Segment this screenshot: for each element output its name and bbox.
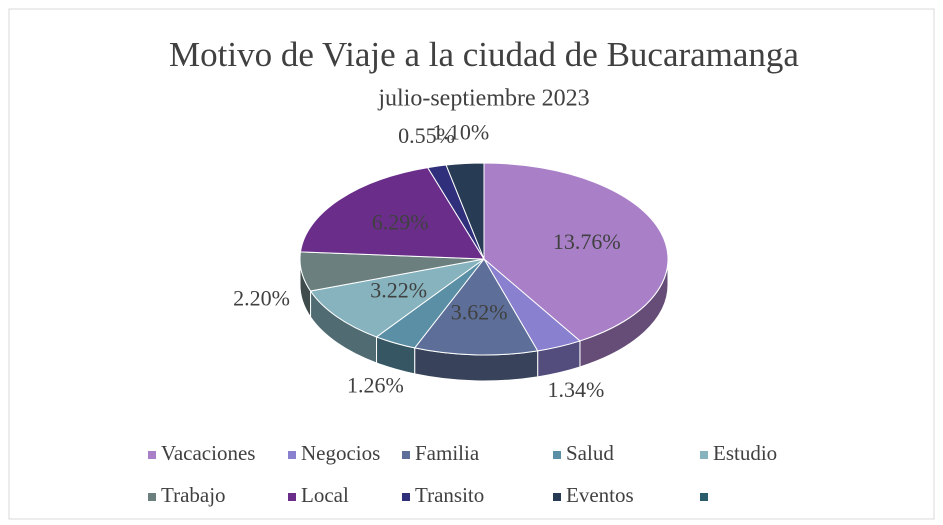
slice — [445, 162, 485, 260]
data-label: 1.34% — [548, 377, 605, 402]
legend-label: Salud — [566, 441, 614, 465]
data-label: 13.76% — [553, 229, 621, 254]
slice — [413, 258, 539, 356]
legend-marker — [148, 451, 156, 459]
slice — [483, 162, 669, 342]
legend-marker — [148, 493, 156, 501]
legend-label: Trabajo — [161, 483, 226, 507]
data-label: 3.62% — [451, 300, 508, 325]
legend-marker — [288, 451, 296, 459]
legend-label: Local — [301, 483, 349, 507]
legend-label: Familia — [415, 441, 480, 465]
legend-marker — [553, 451, 561, 459]
slice — [299, 167, 485, 260]
legend-marker — [700, 493, 708, 501]
data-label: 1.10% — [432, 120, 489, 145]
data-label: 0.55% — [398, 123, 455, 148]
legend-marker — [288, 493, 296, 501]
chart-subtitle: julio-septiembre 2023 — [377, 86, 589, 112]
legend-label: Eventos — [566, 483, 634, 507]
legend-label: Transito — [415, 483, 484, 507]
data-label: 1.26% — [347, 373, 404, 398]
legend-marker — [402, 493, 410, 501]
data-label: 3.22% — [370, 277, 427, 302]
legend-marker — [553, 493, 561, 501]
legend-marker — [700, 451, 708, 459]
legend-label: Vacaciones — [161, 441, 255, 465]
data-label: 6.29% — [372, 210, 429, 235]
data-label: 2.20% — [233, 286, 290, 311]
legend-marker — [402, 451, 410, 459]
slice — [309, 258, 485, 338]
legend-label: Estudio — [713, 441, 777, 465]
legend-label: Negocios — [301, 441, 380, 465]
chart-title: Motivo de Viaje a la ciudad de Bucaraman… — [169, 35, 799, 74]
